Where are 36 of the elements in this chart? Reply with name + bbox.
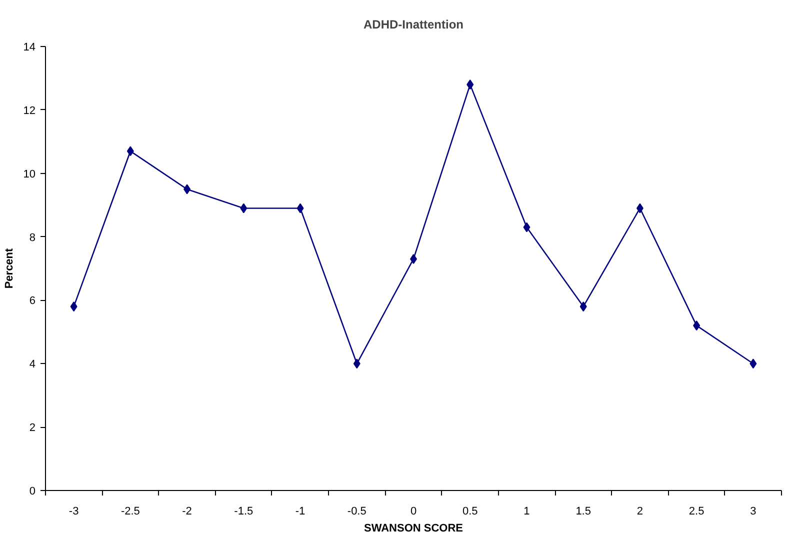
x-tick-label: 0.5 — [462, 506, 478, 518]
x-tick-label: -2 — [182, 506, 192, 518]
y-tick-label: 12 — [23, 104, 36, 117]
point — [750, 358, 757, 369]
y-tick-label: 4 — [29, 358, 36, 371]
x-tick-label: 1 — [524, 506, 530, 518]
y-tick-label: 2 — [29, 422, 36, 434]
y-tick-label: 0 — [29, 486, 36, 498]
point — [70, 302, 78, 312]
x-tick-label: -2.5 — [120, 506, 140, 518]
point — [693, 320, 700, 331]
y-tick-label: 14 — [23, 42, 36, 54]
point — [636, 203, 644, 214]
x-tick-label: -0.5 — [347, 506, 366, 518]
point — [126, 146, 134, 156]
x-axis-title: SWANSON SCORE — [364, 522, 464, 534]
x-tick-label: -1.5 — [234, 506, 254, 518]
point — [240, 203, 248, 214]
y-tick-label: 10 — [23, 168, 36, 180]
y-tick-label: 8 — [29, 232, 36, 244]
x-tick-label: 2.5 — [688, 506, 704, 518]
point — [580, 302, 587, 312]
x-tick-label: 2 — [636, 506, 644, 518]
x-tick-label: -3 — [68, 506, 79, 518]
x-tick-label: 3 — [750, 506, 756, 518]
x-tick-label: -1 — [295, 506, 306, 518]
y-tick-label: 6 — [29, 295, 36, 308]
y-axis-title: Percent — [3, 248, 16, 289]
x-tick-label: 1.5 — [576, 506, 591, 518]
point — [184, 184, 191, 194]
point — [353, 358, 360, 369]
chart-title: ADHD-Inattention — [364, 18, 464, 32]
point — [466, 80, 474, 90]
point — [523, 222, 530, 232]
point — [296, 203, 304, 214]
x-tick-label: 0 — [410, 506, 417, 518]
